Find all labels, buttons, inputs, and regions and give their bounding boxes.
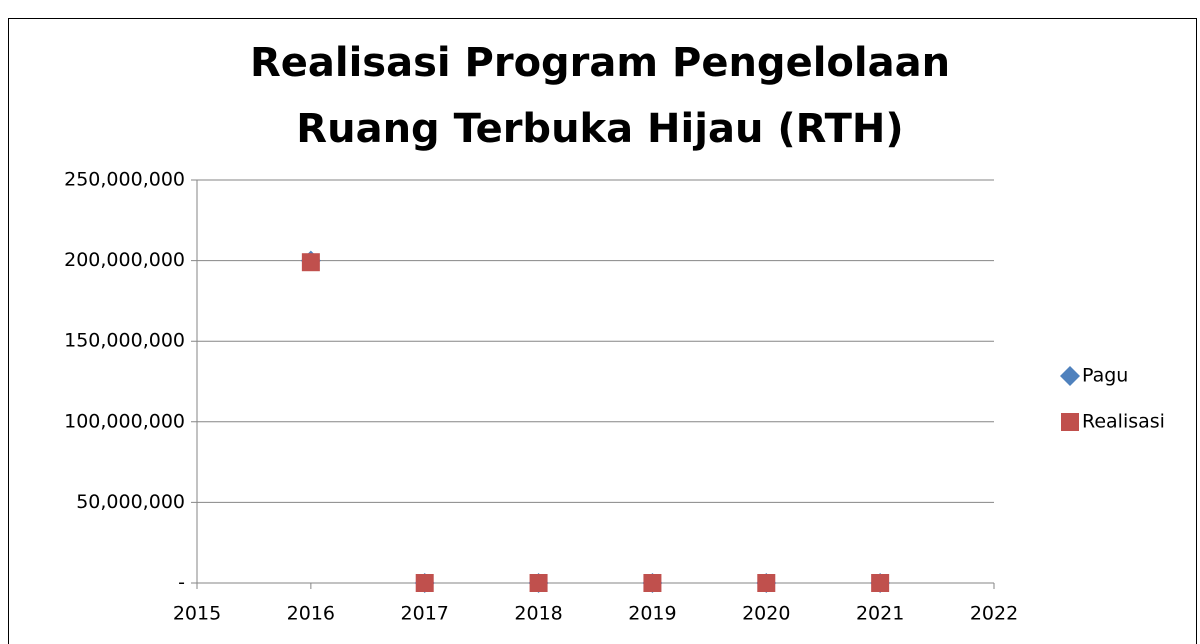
chart-title: Realisasi Program Pengelolaan Ruang Terb… xyxy=(249,40,951,152)
y-tick-label: 250,000,000 xyxy=(64,169,185,191)
y-tick-label: - xyxy=(178,572,185,594)
data-point xyxy=(529,574,548,592)
data-point xyxy=(415,574,434,592)
data-point xyxy=(643,574,662,592)
x-tick-label: 2016 xyxy=(287,603,335,625)
y-tick-label: 150,000,000 xyxy=(64,330,185,352)
y-tick-label: 50,000,000 xyxy=(76,491,185,513)
y-tick-label: 200,000,000 xyxy=(64,249,185,271)
chart-frame xyxy=(8,18,1197,644)
legend-marker xyxy=(1061,413,1079,431)
x-tick-label: 2015 xyxy=(173,603,221,625)
legend-label: Realisasi xyxy=(1082,411,1165,433)
y-tick-label: 100,000,000 xyxy=(64,410,185,432)
data-point xyxy=(871,574,890,592)
data-point xyxy=(301,253,320,272)
data-point xyxy=(757,574,776,592)
x-tick-label: 2022 xyxy=(970,603,1018,625)
legend-marker xyxy=(1060,366,1080,386)
x-tick-label: 2017 xyxy=(401,603,449,625)
x-tick-label: 2018 xyxy=(514,603,562,625)
legend-label: Pagu xyxy=(1082,365,1128,387)
x-tick-label: 2020 xyxy=(742,603,790,625)
x-tick-label: 2021 xyxy=(856,603,904,625)
x-tick-label: 2019 xyxy=(628,603,676,625)
